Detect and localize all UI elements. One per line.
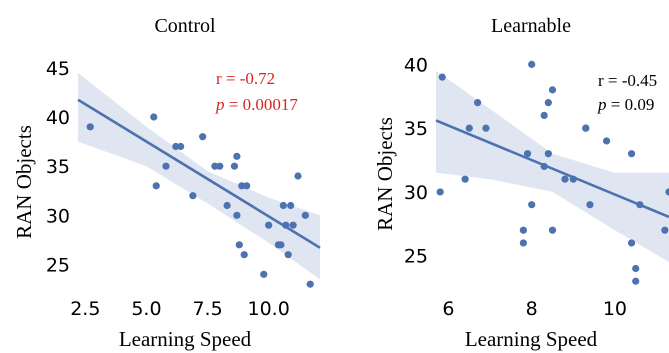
learnable-y-axis-label: RAN Objects [373, 117, 397, 231]
learnable-stat-p-value: = 0.09 [607, 95, 655, 114]
learnable-stat-p: p = 0.09 [597, 95, 654, 114]
control-point-28 [301, 211, 309, 219]
learnable-point-26 [632, 277, 640, 285]
learnable-point-22 [602, 137, 611, 145]
learnable-point-16 [548, 226, 557, 234]
control-point-1 [150, 113, 158, 121]
learnable-panel: Learnable 25 30 35 40 6 8 10 Learning Speed R… [373, 15, 669, 351]
learnable-point-0 [436, 188, 444, 196]
control-point-5 [177, 142, 185, 151]
control-xtick-label-0: 2.5 [70, 298, 100, 320]
control-point-18 [260, 270, 268, 278]
control-title: Control [154, 15, 216, 37]
learnable-point-4 [474, 99, 482, 107]
control-point-11 [230, 162, 239, 170]
learnable-points [436, 60, 669, 285]
learnable-point-25 [632, 264, 640, 273]
learnable-point-10 [528, 201, 536, 209]
learnable-x-axis-label: Learning Speed [465, 327, 598, 351]
control-y-axis-label: RAN Objects [12, 125, 36, 239]
learnable-point-28 [661, 226, 669, 234]
learnable-title: Learnable [491, 15, 571, 37]
control-stat-p-value: = 0.00017 [225, 95, 299, 114]
control-x-ticks: 2.5 5.0 7.5 10.0 [70, 298, 290, 320]
learnable-ytick-label-0: 25 [404, 246, 428, 268]
control-point-3 [162, 162, 170, 170]
learnable-ytick-label-2: 35 [404, 118, 428, 140]
control-stat-p: p = 0.00017 [215, 95, 298, 114]
learnable-ytick-label-1: 30 [404, 182, 428, 204]
learnable-point-7 [519, 226, 527, 234]
control-point-6 [189, 192, 197, 200]
control-x-axis-label: Learning Speed [119, 327, 252, 351]
learnable-point-24 [627, 239, 636, 247]
control-y-ticks: 25 30 35 40 45 [46, 58, 70, 277]
learnable-point-15 [548, 86, 557, 94]
control-point-12 [233, 152, 241, 160]
learnable-x-ticks: 6 8 10 [442, 298, 627, 320]
learnable-point-23 [627, 150, 636, 158]
control-point-25 [287, 201, 295, 210]
learnable-point-20 [582, 124, 590, 132]
learnable-point-9 [528, 60, 536, 68]
learnable-point-2 [461, 175, 469, 183]
control-stat-r: r = -0.72 [216, 69, 275, 88]
control-panel: Control 25 30 35 40 45 2.5 5.0 7.5 10.0 Learnin… [12, 15, 321, 351]
learnable-ytick-label-3: 40 [404, 54, 428, 76]
control-point-9 [216, 162, 224, 170]
learnable-stat-p-symbol: p [597, 95, 607, 114]
control-point-16 [240, 251, 248, 259]
control-point-22 [279, 201, 287, 210]
control-stat-p-symbol: p [215, 95, 225, 114]
learnable-point-29 [665, 188, 669, 196]
learnable-point-13 [544, 99, 552, 107]
learnable-point-8 [523, 150, 532, 158]
learnable-point-3 [465, 124, 473, 132]
control-point-14 [235, 241, 243, 249]
control-xtick-label-2: 7.5 [192, 298, 222, 320]
control-point-21 [277, 241, 285, 249]
learnable-point-1 [438, 73, 446, 81]
learnable-stat-r: r = -0.45 [598, 71, 657, 90]
learnable-point-6 [519, 239, 527, 247]
learnable-regression-line [435, 119, 669, 219]
control-xtick-label-3: 10.0 [248, 298, 290, 320]
learnable-xtick-label-1: 8 [526, 298, 538, 320]
control-point-27 [294, 172, 302, 180]
control-point-13 [233, 211, 241, 219]
control-point-19 [265, 221, 273, 229]
learnable-xtick-label-0: 6 [442, 298, 454, 320]
control-ytick-label-1: 30 [46, 205, 70, 227]
control-point-29 [306, 280, 314, 288]
control-points [86, 113, 314, 288]
learnable-y-ticks: 25 30 35 40 [404, 54, 428, 267]
learnable-point-17 [561, 175, 569, 183]
learnable-point-5 [482, 124, 490, 132]
control-point-24 [284, 251, 292, 259]
control-point-0 [86, 123, 94, 131]
control-regression-line [77, 98, 321, 249]
control-ci-band-group [78, 72, 320, 280]
control-point-26 [289, 221, 297, 229]
control-ci-band [78, 72, 320, 280]
learnable-xtick-label-2: 10 [603, 298, 627, 320]
learnable-ci-band [436, 70, 669, 263]
control-ytick-label-2: 35 [46, 156, 70, 178]
learnable-point-14 [544, 150, 552, 158]
learnable-ci-band-group [436, 70, 669, 263]
control-point-10 [223, 201, 231, 210]
control-point-7 [199, 133, 207, 141]
learnable-point-21 [586, 201, 594, 209]
control-point-17 [243, 182, 251, 190]
control-xtick-label-1: 5.0 [131, 298, 161, 320]
control-ytick-label-0: 25 [46, 255, 70, 277]
control-ytick-label-4: 45 [46, 58, 70, 80]
learnable-point-11 [540, 111, 548, 120]
control-ytick-label-3: 40 [46, 107, 70, 129]
control-point-2 [152, 182, 160, 190]
